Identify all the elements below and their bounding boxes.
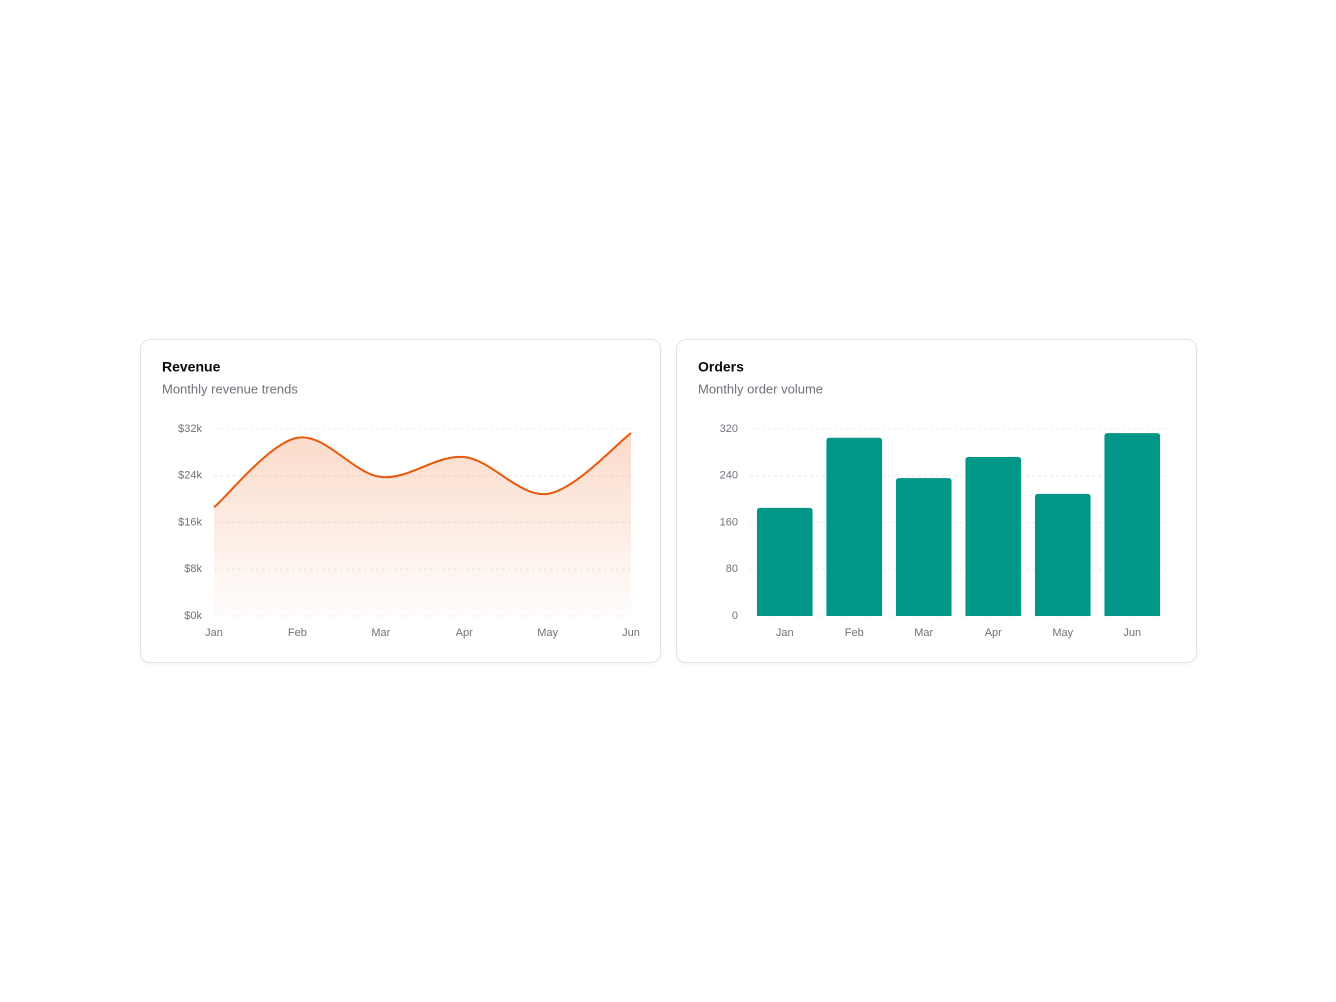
bar — [1034, 493, 1091, 616]
bar — [965, 457, 1022, 616]
x-tick-label: Apr — [456, 627, 473, 639]
y-tick-label: 80 — [726, 563, 738, 575]
chart: Revenue Monthly revenue trends $0k $8k $16… — [162, 359, 640, 639]
x-tick-label: Feb — [845, 627, 864, 639]
x-tick-label: Mar — [914, 627, 933, 639]
revenue-card: Revenue Monthly revenue trends $0k $8k $16… — [140, 339, 661, 663]
card-title: Revenue — [162, 359, 221, 375]
x-tick-label: Jun — [622, 627, 640, 639]
bar — [826, 437, 883, 616]
x-tick-label: Jan — [776, 627, 794, 639]
y-tick-label: $32k — [178, 423, 202, 435]
bar — [756, 507, 813, 616]
y-tick-label: 160 — [720, 516, 738, 528]
bar — [895, 478, 952, 616]
y-tick-label: $24k — [178, 470, 202, 482]
x-tick-label: Jun — [1123, 627, 1141, 639]
y-tick-label: 240 — [720, 470, 738, 482]
chart: Orders Monthly order volume 0 80 160 240 320… — [698, 359, 1167, 639]
card-subtitle: Monthly revenue trends — [162, 381, 298, 396]
orders-card: Orders Monthly order volume 0 80 160 240 320… — [676, 339, 1197, 663]
x-tick-label: Apr — [985, 627, 1002, 639]
x-tick-label: May — [1052, 627, 1073, 639]
y-tick-label: $8k — [184, 563, 202, 575]
y-tick-label: $16k — [178, 516, 202, 528]
x-tick-label: May — [537, 627, 558, 639]
y-tick-label: 0 — [732, 610, 738, 622]
y-tick-label: $0k — [184, 610, 202, 622]
area-fill — [214, 433, 631, 616]
y-tick-label: 320 — [720, 423, 738, 435]
x-tick-label: Jan — [205, 627, 223, 639]
line — [213, 432, 632, 509]
card-title: Orders — [698, 359, 744, 375]
bar — [1104, 433, 1161, 616]
card-subtitle: Monthly order volume — [698, 381, 823, 396]
x-tick-label: Mar — [371, 627, 390, 639]
x-tick-label: Feb — [288, 627, 307, 639]
